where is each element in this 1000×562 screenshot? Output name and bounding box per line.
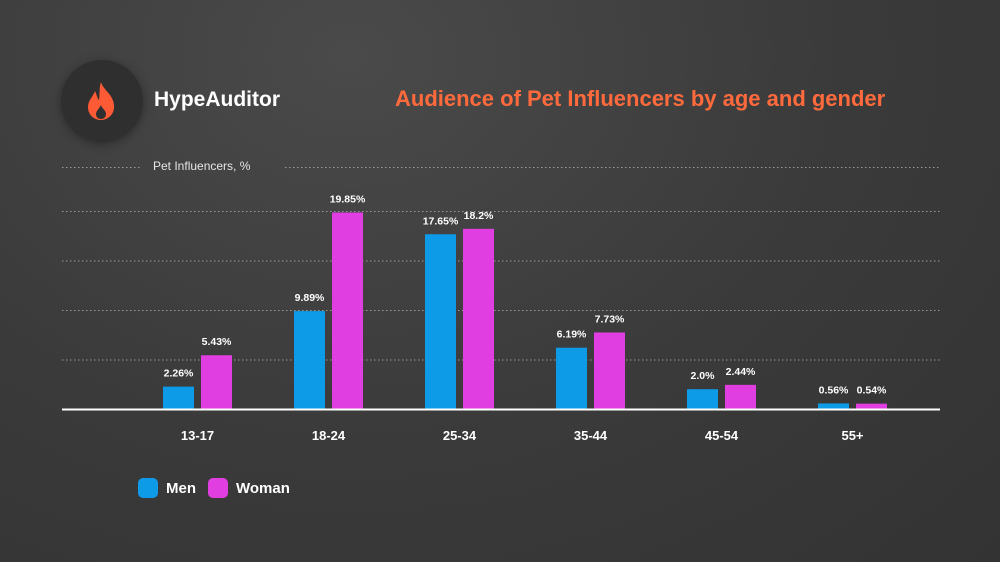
x-tick-label: 55+: [841, 428, 863, 443]
data-label: 5.43%: [202, 336, 232, 348]
legend-label-men: Men: [166, 479, 196, 497]
bar-woman-13-17: [201, 355, 232, 409]
x-tick-label: 13-17: [181, 428, 214, 443]
bar-men-45-54: [687, 389, 718, 409]
flame-icon: [88, 82, 115, 120]
y-axis-label: Pet Influencers, %: [153, 159, 251, 173]
bar-woman-25-34: [463, 228, 494, 409]
grid-lines: [62, 167, 940, 361]
bar-woman-45-54: [725, 384, 756, 409]
data-label: 9.89%: [295, 292, 325, 304]
data-label: 6.19%: [557, 329, 587, 341]
bar-woman-55+: [856, 403, 887, 409]
data-label: 2.0%: [691, 370, 716, 382]
bar-woman-35-44: [594, 332, 625, 409]
x-tick-label: 18-24: [312, 428, 346, 443]
data-label: 2.44%: [726, 366, 756, 378]
data-label: 18.2%: [464, 210, 494, 222]
x-tick-label: 45-54: [705, 428, 739, 443]
data-label: 7.73%: [595, 313, 625, 325]
bars: 2.26% 5.43% 9.89% 19.85% 17.65% 18.2% 6.19% 7.7…: [163, 193, 887, 409]
legend-item-men: Men: [138, 478, 196, 498]
x-tick-label: 35-44: [574, 428, 608, 443]
legend-swatch-woman: [208, 478, 228, 498]
brand-name: HypeAuditor: [154, 88, 280, 111]
bar-woman-18-24: [332, 212, 363, 409]
x-tick-label: 25-34: [443, 428, 477, 443]
x-tick-labels: 13-17 18-24 25-34 35-44 45-54 55+: [181, 428, 864, 443]
legend-label-woman: Woman: [236, 479, 290, 497]
bar-men-13-17: [163, 386, 194, 409]
legend: Men Woman: [138, 478, 302, 498]
chart-title: Audience of Pet Influencers by age and g…: [395, 86, 886, 111]
logo-badge: [61, 60, 143, 142]
legend-swatch-men: [138, 478, 158, 498]
data-label: 0.56%: [819, 384, 849, 396]
bar-men-25-34: [425, 234, 456, 409]
bar-men-35-44: [556, 347, 587, 409]
data-label: 17.65%: [423, 215, 459, 227]
legend-item-woman: Woman: [208, 478, 290, 498]
data-label: 0.54%: [857, 385, 887, 397]
bar-men-55+: [818, 403, 849, 409]
data-label: 2.26%: [164, 368, 194, 380]
bar-men-18-24: [294, 311, 325, 409]
data-label: 19.85%: [330, 193, 366, 205]
